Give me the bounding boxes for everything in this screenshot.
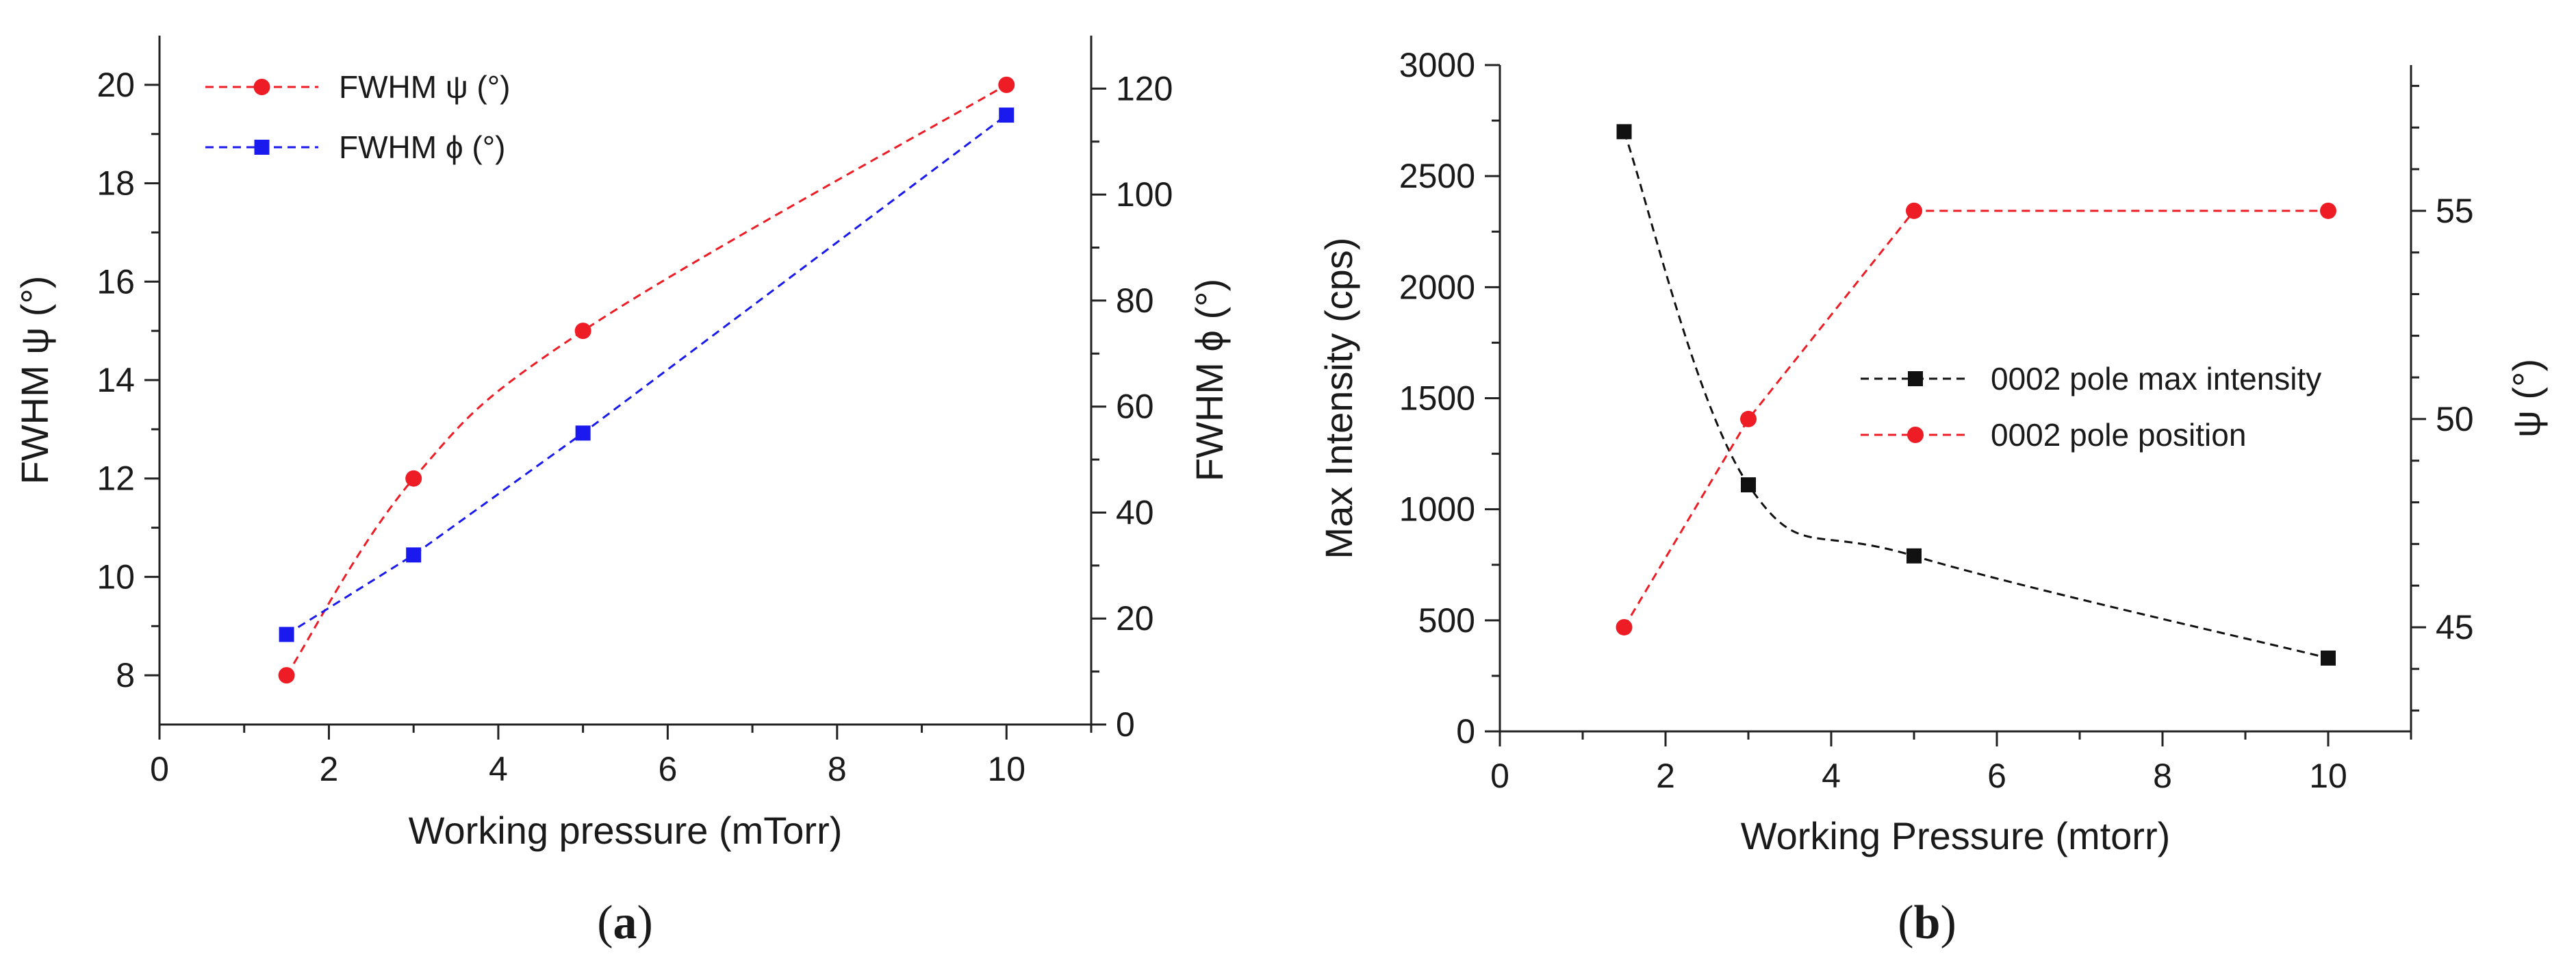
chart-a-x-tick-label: 4 <box>489 750 508 788</box>
chart-b-series-1-point <box>1907 548 1922 564</box>
chart-a-y2-tick-label: 80 <box>1116 281 1154 320</box>
chart-b-y-tick-label: 500 <box>1418 601 1475 640</box>
chart-a-panel-label: (a) <box>597 896 653 949</box>
chart-a-y2-tick-label: 0 <box>1116 705 1135 744</box>
chart-a-series-1-point <box>278 667 295 684</box>
chart-b-x-tick-label: 6 <box>1987 757 2006 795</box>
chart-a-series-2-line <box>285 114 1008 635</box>
chart-b-panel-label-letter: b <box>1914 896 1941 949</box>
chart-b-series-2-point <box>2320 202 2336 219</box>
chart-a: 0 2 4 6 8 10 8 10 12 14 16 18 20 0 20 40 60 80 100 120 FWHM… <box>13 36 1231 949</box>
chart-b-x-tick-label: 4 <box>1822 757 1841 795</box>
chart-a-y2-tick-label: 20 <box>1116 599 1154 638</box>
chart-a-series-2-point <box>575 425 591 441</box>
chart-a-legend-label: FWHM ψ (°) <box>339 69 510 105</box>
chart-a-x-tick-label: 8 <box>828 750 847 788</box>
chart-b-panel-label: (b) <box>1898 896 1956 949</box>
chart-a-series-2-point <box>999 108 1015 123</box>
chart-b-series-2-point <box>1906 202 1922 219</box>
chart-a-series-2-point <box>406 547 422 563</box>
chart-a-x-tick-label: 2 <box>320 750 339 788</box>
chart-a-y-tick-label: 12 <box>97 460 135 498</box>
chart-b-y-tick-label: 2000 <box>1399 268 1475 306</box>
chart-a-series <box>278 76 1015 684</box>
chart-b-series-1-line <box>1623 131 2329 659</box>
chart-b-series-1-point <box>1616 124 1632 140</box>
chart-a-y-axis-title: FWHM ψ (°) <box>13 276 56 485</box>
chart-a-y-tick-label: 10 <box>97 557 135 596</box>
chart-b-x-axis-title: Working Pressure (mtorr) <box>1741 814 2171 857</box>
chart-b-y2-tick-label: 55 <box>2436 192 2474 230</box>
chart-a-panel-label-close: ) <box>637 896 653 949</box>
chart-a-y-tick-label: 16 <box>97 262 135 301</box>
chart-b-axes-frame <box>1499 65 2412 733</box>
chart-a-legend: FWHM ψ (°) FWHM ϕ (°) <box>205 69 510 165</box>
chart-b-legend-swatch-marker <box>1908 371 1923 386</box>
chart-a-series-2-point <box>279 627 294 642</box>
chart-b-y-tick-label: 0 <box>1456 712 1475 751</box>
chart-b-x-tick-label: 8 <box>2153 757 2172 795</box>
chart-a-series-1-point <box>998 76 1015 93</box>
chart-b-series-2-line <box>1623 210 2328 628</box>
chart-a-x-tick-label: 6 <box>658 750 677 788</box>
chart-b-series-1-point <box>2321 650 2336 666</box>
chart-a-x-tick-label: 10 <box>987 750 1025 788</box>
chart-b-y-axis-title: Max Intensity (cps) <box>1317 238 1360 559</box>
chart-a-y2-tick-label: 100 <box>1116 175 1173 214</box>
chart-a-x-axis-title: Working pressure (mTorr) <box>409 809 843 852</box>
chart-b-legend-swatch-marker <box>1907 427 1924 443</box>
chart-b-x-tick-label: 0 <box>1490 757 1509 795</box>
chart-b: 0 2 4 6 8 10 0 500 1000 1500 2000 2500 3000 45 50 55 00… <box>1317 46 2548 949</box>
chart-b-legend-label: 0002 pole position <box>1991 417 2246 453</box>
chart-a-y2-axis-title: FWHM ϕ (°) <box>1188 279 1231 481</box>
chart-b-series-1-point <box>1741 477 1756 492</box>
chart-b-x-tick-label: 2 <box>1656 757 1675 795</box>
chart-a-y2-tick-label: 60 <box>1116 388 1154 426</box>
chart-b-y-tick-label: 1500 <box>1399 379 1475 418</box>
chart-a-x-tick-label: 0 <box>150 750 169 788</box>
chart-a-y-tick-label: 8 <box>116 656 135 694</box>
chart-b-legend: 0002 pole max intensity 0002 pole positio… <box>1861 361 2321 453</box>
chart-a-ticks: 0 2 4 6 8 10 8 10 12 14 16 18 20 0 20 40 60 80 100 120 <box>97 66 1173 788</box>
chart-b-x-tick-label: 10 <box>2309 757 2347 795</box>
chart-b-legend-label: 0002 pole max intensity <box>1991 361 2321 397</box>
chart-b-y-tick-label: 1000 <box>1399 490 1475 529</box>
chart-a-minor-ticks <box>151 133 1099 733</box>
chart-b-y-tick-label: 3000 <box>1399 46 1475 84</box>
chart-b-minor-ticks <box>1492 84 2419 740</box>
chart-a-legend-swatch-marker <box>254 140 270 155</box>
chart-a-y2-tick-label: 40 <box>1116 493 1154 531</box>
chart-a-y-tick-label: 18 <box>97 164 135 203</box>
chart-b-ticks: 0 2 4 6 8 10 0 500 1000 1500 2000 2500 3000 45 50 55 <box>1399 46 2474 795</box>
chart-b-y2-tick-label: 45 <box>2436 608 2474 646</box>
chart-b-series-2-point <box>1616 618 1633 635</box>
chart-b-panel-label-close: ) <box>1940 896 1956 949</box>
chart-b-y2-axis-title: ψ (°) <box>2505 359 2548 438</box>
chart-b-y2-tick-label: 50 <box>2436 400 2474 438</box>
chart-b-series-2-point <box>1740 410 1757 427</box>
chart-a-series-1-line <box>285 84 1008 676</box>
chart-a-axes-frame <box>158 36 1093 726</box>
chart-a-y2-tick-label: 120 <box>1116 69 1173 108</box>
chart-b-panel-label-open: ( <box>1898 896 1913 949</box>
chart-b-y-tick-label: 2500 <box>1399 157 1475 195</box>
chart-a-panel-label-open: ( <box>597 896 613 949</box>
chart-a-legend-swatch-marker <box>253 79 270 95</box>
chart-b-series <box>1616 124 2336 666</box>
chart-a-series-1-point <box>574 323 591 340</box>
chart-a-y-tick-label: 14 <box>97 361 135 399</box>
chart-a-series-1-point <box>405 470 422 487</box>
chart-a-legend-label: FWHM ϕ (°) <box>339 129 505 165</box>
chart-a-y-tick-label: 20 <box>97 66 135 104</box>
chart-a-panel-label-letter: a <box>613 896 637 949</box>
